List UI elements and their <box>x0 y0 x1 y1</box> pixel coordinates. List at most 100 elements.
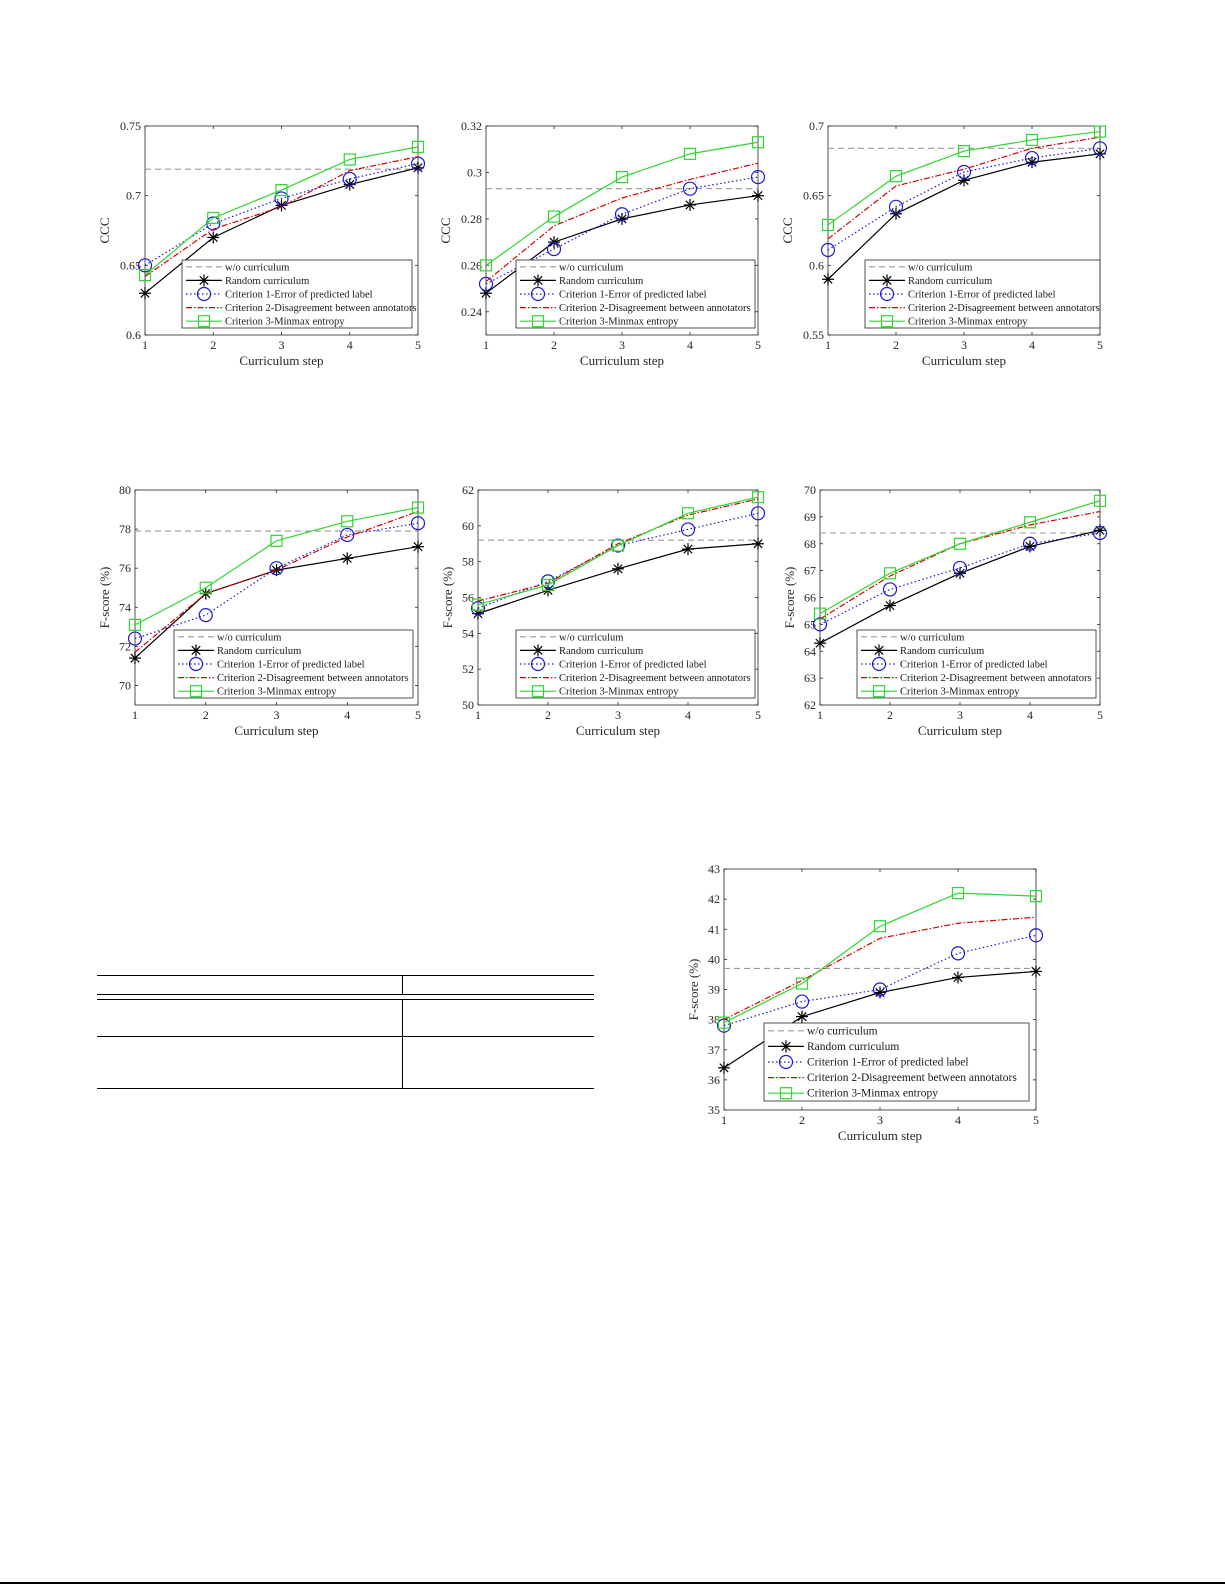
asterisk-marker-icon <box>1030 965 1042 978</box>
x-tick-label: 2 <box>551 338 557 352</box>
legend-entry-label: Random curriculum <box>908 276 992 287</box>
square-marker-icon <box>717 1016 731 1029</box>
circle-marker-icon <box>750 506 766 521</box>
y-tick-label: 0.3 <box>467 165 482 179</box>
asterisk-marker-icon <box>952 971 964 984</box>
x-tick-label: 5 <box>1097 708 1103 722</box>
table-row-rule <box>97 1036 594 1037</box>
x-tick-label: 2 <box>203 708 209 722</box>
x-tick-label: 2 <box>799 1113 805 1127</box>
x-tick-label: 3 <box>957 708 963 722</box>
chart-ccc-c: 1 2 3 4 5 0.55 0.6 0.65 0.7 Curriculum step CCC w/o… <box>775 110 1112 383</box>
legend-entry-label: Criterion 3-Minmax entropy <box>559 317 679 328</box>
x-tick-label: 1 <box>132 708 138 722</box>
square-marker-icon <box>1093 125 1107 138</box>
square-marker-icon <box>1093 494 1107 507</box>
square-marker-icon <box>779 1087 793 1100</box>
square-marker-icon <box>531 685 545 698</box>
legend: w/o curriculum Random curriculum Criterion… <box>515 259 756 329</box>
x-axis-label: Curriculum step <box>234 723 318 738</box>
y-tick-label: 0.55 <box>803 328 824 342</box>
y-tick-label: 56 <box>462 591 474 605</box>
asterisk-marker-icon <box>532 644 544 657</box>
legend-entry-label: Criterion 2-Disagreement between annotat… <box>908 303 1100 314</box>
asterisk-marker-icon <box>129 652 141 665</box>
series-4 <box>128 501 425 631</box>
legend-entry-label: Criterion 3-Minmax entropy <box>807 1088 938 1100</box>
circle-marker-icon <box>680 522 696 537</box>
asterisk-marker-icon <box>752 189 764 202</box>
x-tick-label: 4 <box>1029 338 1035 352</box>
y-tick-label: 62 <box>804 698 816 712</box>
square-marker-icon <box>199 581 212 594</box>
circle-marker-icon <box>410 516 426 531</box>
square-marker-icon <box>128 618 142 631</box>
y-tick-label: 0.7 <box>809 119 824 133</box>
asterisk-marker-icon <box>207 231 220 244</box>
y-axis-label: F-score (%) <box>97 567 112 629</box>
x-tick-label: 4 <box>955 1113 961 1127</box>
circle-marker-icon <box>614 207 630 222</box>
legend-entry-label: w/o curriculum <box>900 632 964 643</box>
y-tick-label: 0.32 <box>461 119 482 133</box>
circle-marker-icon <box>682 181 698 196</box>
y-axis-label: CCC <box>780 217 795 243</box>
legend: w/o curriculum Random curriculum Criterion… <box>864 259 1101 329</box>
x-axis-label: Curriculum step <box>239 353 323 368</box>
y-tick-label: 41 <box>708 922 720 936</box>
legend-entry-label: Random curriculum <box>559 276 643 287</box>
square-marker-icon <box>611 539 625 552</box>
square-marker-icon <box>957 144 971 158</box>
square-marker-icon <box>471 598 485 611</box>
square-marker-icon <box>341 515 354 528</box>
legend-entry-label: Criterion 1-Error of predicted label <box>908 290 1056 301</box>
y-tick-label: 70 <box>119 678 131 692</box>
x-axis-label: Curriculum step <box>580 353 664 368</box>
x-tick-label: 5 <box>755 708 761 722</box>
series-4 <box>813 494 1107 620</box>
asterisk-marker-icon <box>780 1040 792 1053</box>
y-tick-label: 64 <box>804 644 816 658</box>
square-marker-icon <box>821 218 835 232</box>
chart-fscore-a: 1 2 3 4 5 70 72 74 76 78 80 Curriculum step F-score … <box>90 475 430 753</box>
y-tick-label: 0.26 <box>461 258 482 272</box>
legend-entry-label: Criterion 1-Error of predicted label <box>559 290 707 301</box>
x-tick-label: 3 <box>279 338 285 352</box>
square-marker-icon <box>953 537 967 550</box>
x-tick-label: 5 <box>415 708 421 722</box>
asterisk-marker-icon <box>1026 156 1038 169</box>
legend: w/o curriculum Random curriculum Criterion… <box>856 629 1097 699</box>
legend-entry-label: Criterion 1-Error of predicted label <box>900 660 1048 671</box>
legend-entry-label: Random curriculum <box>217 646 301 657</box>
asterisk-marker-icon <box>684 198 696 211</box>
square-marker-icon <box>889 170 903 183</box>
x-tick-label: 1 <box>721 1113 727 1127</box>
square-marker-icon <box>681 507 695 520</box>
y-tick-label: 74 <box>119 600 131 614</box>
circle-marker-icon <box>812 617 828 632</box>
square-marker-icon <box>541 578 555 592</box>
chart-ccc-b: 1 2 3 4 5 0.24 0.26 0.28 0.3 0.32 Curriculum step C… <box>430 110 770 383</box>
series-3 <box>134 510 419 653</box>
y-axis-label: CCC <box>438 217 453 243</box>
square-marker-icon <box>751 136 765 149</box>
y-tick-label: 42 <box>708 892 720 906</box>
square-marker-icon <box>411 140 425 153</box>
legend-entry-label: Criterion 2-Disagreement between annotat… <box>559 673 751 684</box>
x-tick-label: 5 <box>1033 1113 1039 1127</box>
circle-marker-icon <box>274 191 289 206</box>
series-1 <box>472 537 764 620</box>
series-4 <box>471 491 765 611</box>
x-tick-label: 4 <box>344 708 350 722</box>
series-3 <box>723 916 1037 1021</box>
x-tick-label: 3 <box>619 338 625 352</box>
series-4 <box>717 886 1043 1029</box>
asterisk-marker-icon <box>873 644 885 657</box>
asterisk-marker-icon <box>341 552 354 565</box>
legend-entry-label: Criterion 3-Minmax entropy <box>217 687 337 698</box>
y-axis-label: CCC <box>97 217 112 243</box>
y-tick-label: 40 <box>708 952 720 966</box>
y-tick-label: 54 <box>462 626 474 640</box>
circle-marker-icon <box>879 286 895 302</box>
circle-marker-icon <box>888 199 904 214</box>
